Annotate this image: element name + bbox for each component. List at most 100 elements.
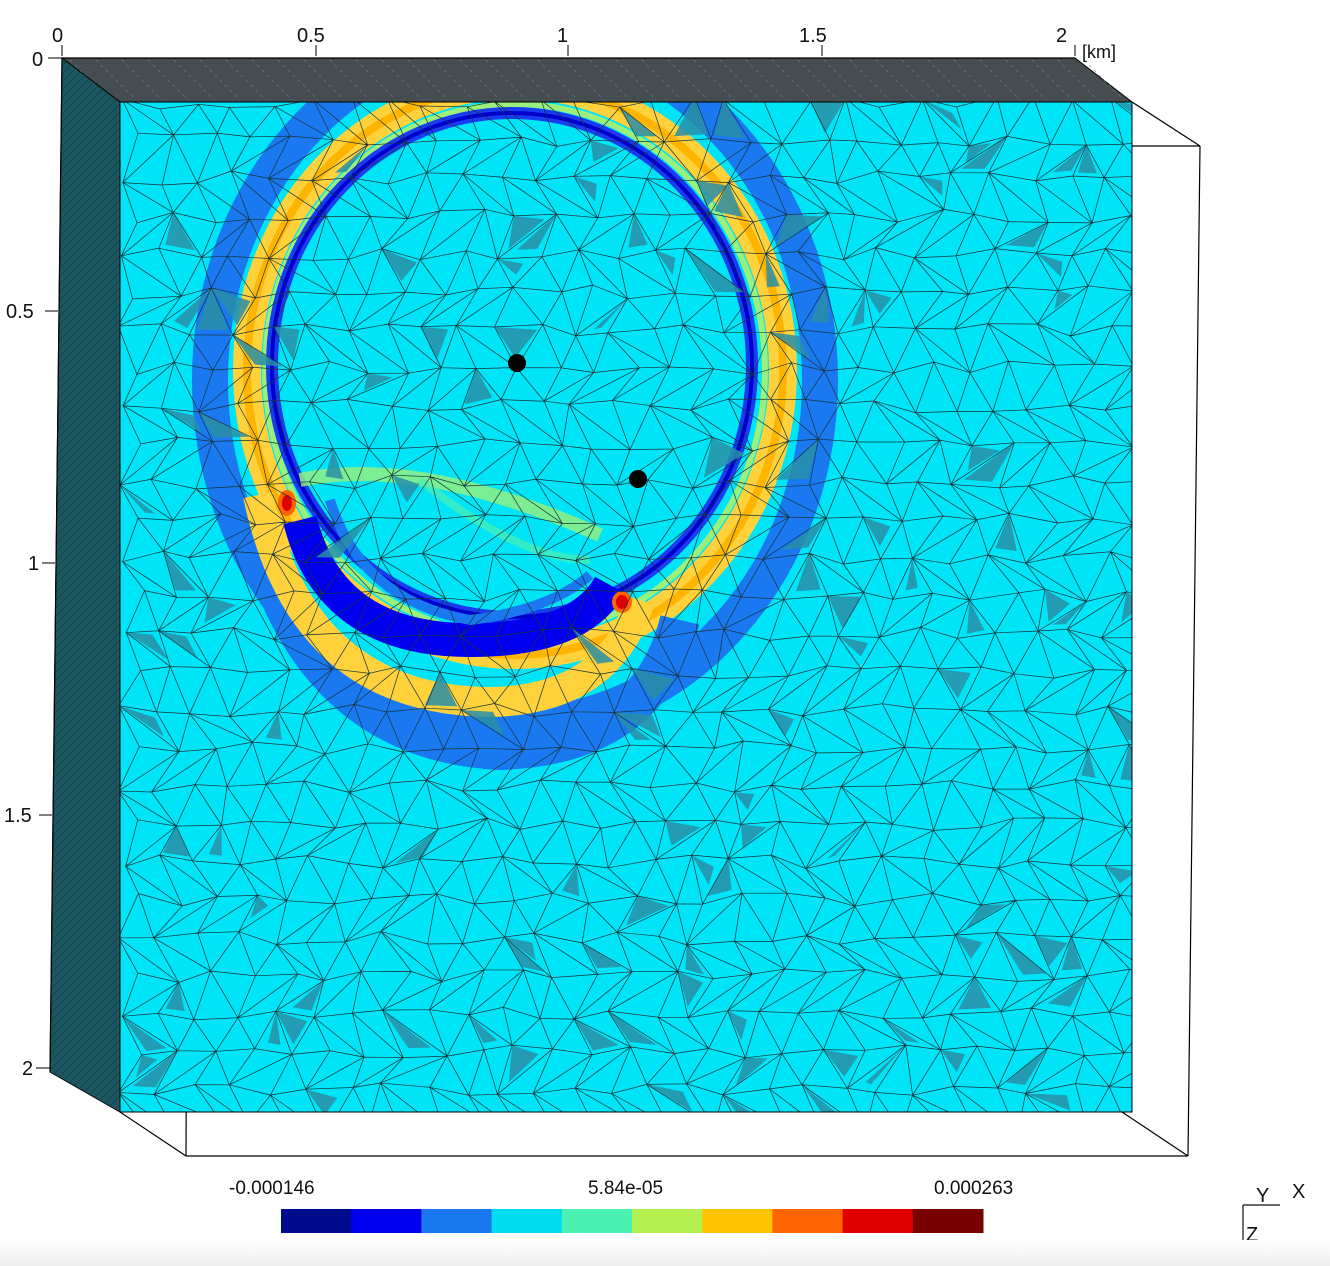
mesh-shaded-cell <box>424 672 458 707</box>
mesh-shaded-cell <box>590 140 619 162</box>
mesh-shaded-cell <box>665 820 701 846</box>
mesh-shaded-cell <box>400 1131 415 1157</box>
mesh-shaded-cell <box>292 980 324 1011</box>
mesh-shaded-cell <box>265 711 282 740</box>
mesh-shaded-cell <box>1120 744 1132 781</box>
mesh-shaded-cell <box>796 553 821 592</box>
mesh-shaded-cell <box>382 1010 431 1049</box>
bounding-box-front <box>49 57 1075 1073</box>
mesh-shaded-cell <box>838 636 869 657</box>
mesh-shaded-cell <box>1061 936 1083 971</box>
mesh-shaded-cell <box>775 214 823 247</box>
mesh-shaded-cell <box>593 298 628 330</box>
top-tick-0.5: 0.5 <box>297 25 325 47</box>
colorbar-swatch <box>632 1209 703 1233</box>
colorbar-swatch <box>912 1209 984 1233</box>
mesh-shaded-cell <box>1177 711 1188 742</box>
mesh-shaded-cell <box>965 143 992 164</box>
mesh-shaded-cell <box>464 368 493 405</box>
mesh-shaded-cell <box>571 627 615 664</box>
mesh-edges <box>120 102 1132 1112</box>
mesh-shaded-cell <box>334 144 368 173</box>
mesh-shaded-cell <box>211 287 251 325</box>
source-marker <box>508 354 526 372</box>
mesh-shaded-cell <box>126 632 169 660</box>
mesh-shaded-cell <box>325 448 344 480</box>
mesh-shaded-cell <box>1115 102 1132 113</box>
left-tick-1: 1 <box>28 553 39 575</box>
colorbar-swatch <box>702 1209 773 1233</box>
mesh-shaded-cell <box>802 1084 836 1112</box>
mesh-shaded-cell <box>163 551 196 591</box>
mesh-shaded-cell <box>965 904 1006 929</box>
left-axis <box>36 57 62 1069</box>
mesh-shaded-cell <box>1025 1093 1071 1111</box>
mesh-shaded-cell <box>315 517 371 558</box>
mesh-shaded-cell <box>1047 975 1088 1007</box>
mesh-shaded-cell <box>703 437 745 478</box>
mesh-shaded-cell <box>714 102 745 139</box>
mesh-shaded-cell <box>165 212 195 251</box>
colorbar-min-label: -0.000146 <box>229 1178 315 1199</box>
mesh-shaded-cell <box>161 408 203 434</box>
mesh-shaded-cell <box>883 1018 920 1043</box>
mesh-shaded-cell <box>1045 589 1070 622</box>
mesh-shaded-cell <box>120 706 165 737</box>
mesh-shaded-cell <box>162 826 190 857</box>
mesh-shaded-cell <box>734 792 755 811</box>
mesh-shaded-cell <box>1107 706 1132 740</box>
mesh-shaded-cell <box>1052 145 1087 173</box>
mesh-shaded-cell <box>1054 290 1073 310</box>
colorbar-swatch <box>772 1209 844 1233</box>
mesh-shaded-cell <box>1081 749 1096 778</box>
mesh-shaded-cell <box>926 102 962 130</box>
mesh-shaded-cell <box>274 326 300 361</box>
mesh-shaded-cell <box>741 824 767 848</box>
colorbar-swatch <box>421 1209 493 1233</box>
mesh-shaded-cell <box>208 825 222 856</box>
left-tick-0.5: 0.5 <box>6 301 34 323</box>
mesh-shaded-cell <box>995 513 1017 552</box>
mesh-shaded-cell <box>905 558 918 591</box>
mesh-shaded-cell <box>782 518 827 550</box>
mesh-shaded-cell <box>1034 935 1068 967</box>
mesh-shaded-cell <box>855 1130 880 1149</box>
mesh-shaded-cell <box>955 935 983 959</box>
mesh-shaded-cell <box>608 1011 658 1045</box>
mesh-shaded-cell <box>275 1011 308 1045</box>
mesh-shaded-cell <box>961 136 1008 169</box>
front-face <box>120 102 1190 1157</box>
mesh-shaded-cell <box>363 373 393 391</box>
mesh-shaded-cell <box>967 600 985 634</box>
mesh-shaded-cell <box>120 485 155 514</box>
mesh-shaded-cell <box>136 1054 158 1078</box>
tetra-mesh <box>120 102 1132 1112</box>
mesh-shaded-cell <box>851 290 866 327</box>
mesh-shaded-cell <box>1077 145 1097 174</box>
top-axis <box>61 45 1076 56</box>
mesh-shaded-cell <box>461 710 505 736</box>
mesh-shaded-cell <box>391 475 420 503</box>
colorbar-swatch <box>491 1209 563 1233</box>
mesh-shaded-cell <box>631 668 674 701</box>
colorbar-swatch <box>351 1209 422 1233</box>
left-tick-1.5: 1.5 <box>4 805 32 827</box>
mesh-shaded-cell <box>1156 523 1190 553</box>
mesh-shaded-cell <box>1006 222 1049 248</box>
mesh-shaded-cell <box>1052 601 1087 625</box>
mesh-shaded-cell <box>196 287 229 330</box>
mesh-shaded-cell <box>582 942 622 969</box>
mesh-shaded-cell <box>967 445 1001 471</box>
mesh-shaded-cell <box>626 896 669 926</box>
mesh-shaded-cell <box>691 855 714 885</box>
mesh-shaded-cell <box>614 712 662 738</box>
mesh-shaded-cell <box>678 971 703 1007</box>
mesh-shaded-cell <box>574 176 597 202</box>
mesh-shaded-cell <box>714 182 743 218</box>
mesh-shaded-cell <box>497 259 524 275</box>
mesh-shaded-cell <box>132 1050 178 1088</box>
mesh-shaded-cell <box>865 1045 906 1085</box>
mesh-shaded-cell <box>508 1045 539 1083</box>
mesh-shaded-cell <box>305 1089 338 1112</box>
